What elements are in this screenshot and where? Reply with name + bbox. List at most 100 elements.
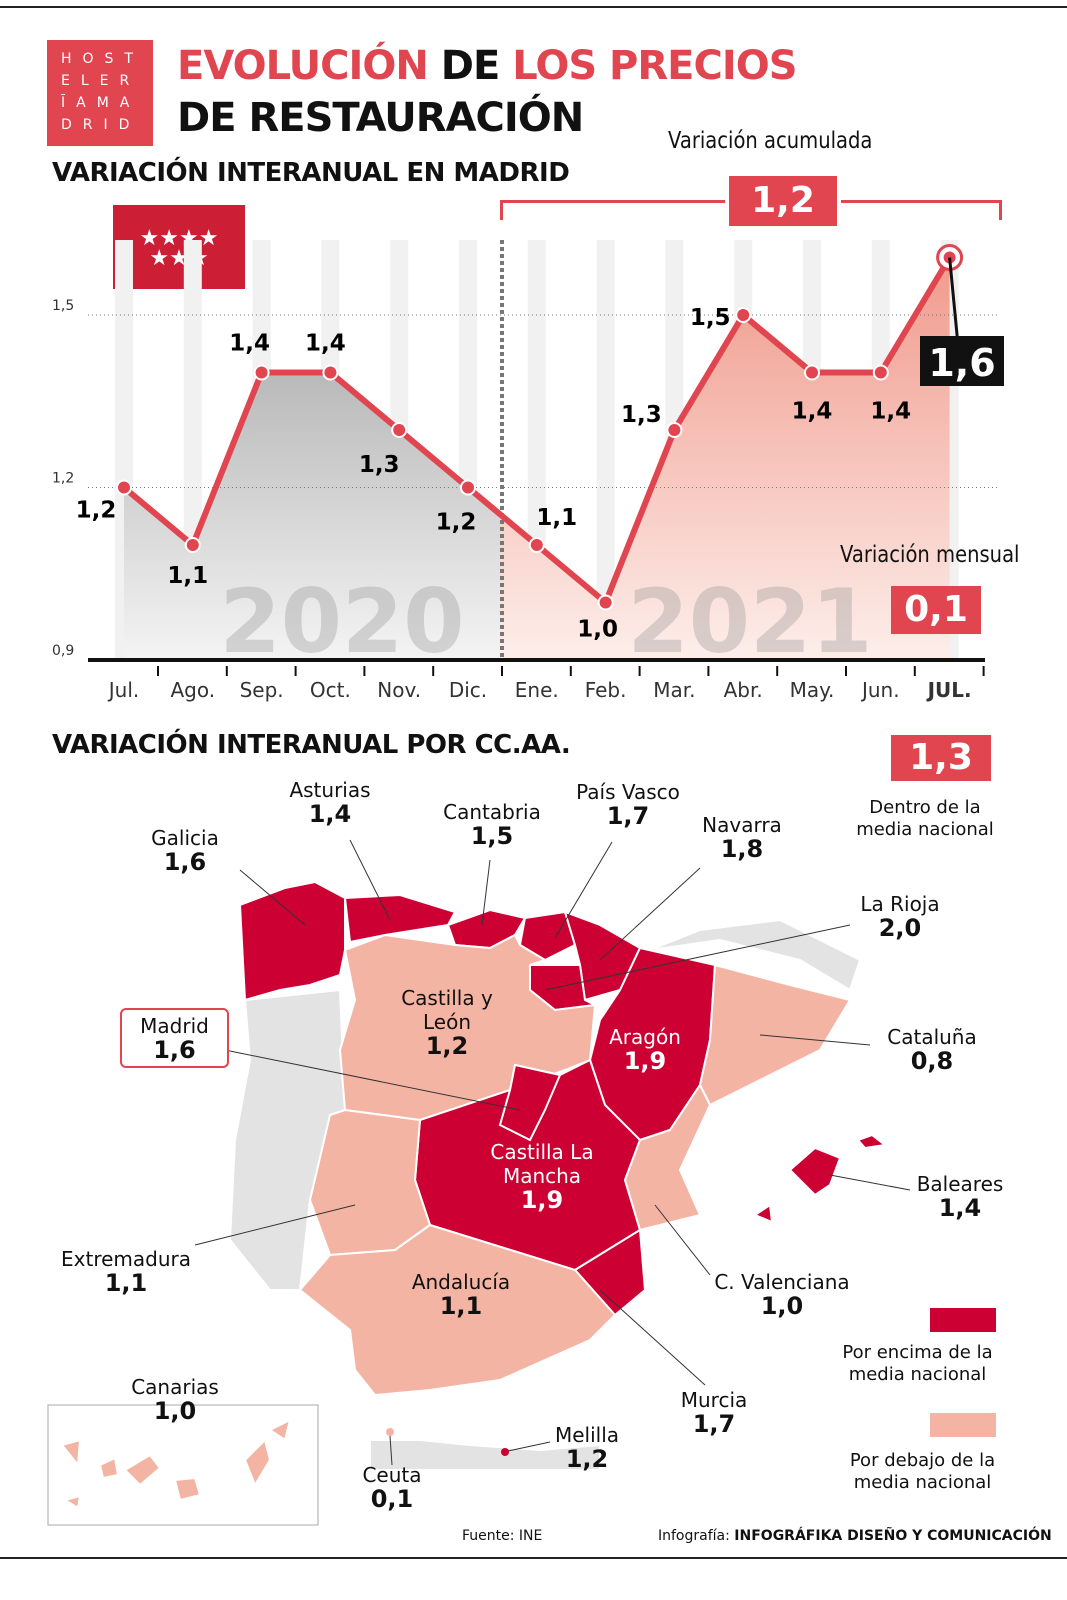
region-value: 0,8	[910, 1047, 954, 1075]
region-label: Baleares 1,4	[870, 1172, 1050, 1220]
leader-line	[224, 1049, 521, 1111]
leader-line	[194, 1204, 356, 1246]
leader-line	[507, 1441, 551, 1452]
data-label: 1,4	[305, 331, 346, 357]
data-label: 1,4	[792, 399, 833, 425]
region-value: 1,9	[520, 1186, 564, 1214]
data-label: 1,5	[690, 305, 731, 331]
data-point	[666, 422, 683, 438]
data-label: 1,0	[577, 617, 618, 643]
region-name: C. Valenciana	[714, 1270, 850, 1294]
region-canarias-island	[243, 1438, 272, 1488]
region-africa	[369, 1439, 601, 1471]
region-label: Madrid 1,6	[120, 1008, 229, 1068]
data-point	[872, 364, 889, 381]
leader-line	[759, 1034, 871, 1046]
data-label: 1,4	[229, 331, 270, 357]
region-extremadura	[308, 1108, 432, 1257]
x-tick-label: Abr.	[724, 678, 763, 702]
x-tick-label: Oct.	[310, 678, 351, 702]
title-part: DE	[440, 43, 501, 89]
region-valenciana	[623, 1083, 712, 1232]
legend-below-label: Por debajo de la media nacional	[849, 1450, 996, 1493]
title-part: EVOLUCIÓN	[177, 43, 429, 89]
data-point	[804, 364, 820, 381]
year-watermark: 2021	[628, 570, 873, 673]
national-value: 1,3	[891, 735, 991, 781]
x-tick-label: Ene.	[515, 678, 559, 702]
region-name: Andalucía	[411, 1270, 511, 1294]
region-ibiza	[752, 1203, 774, 1224]
data-point	[322, 364, 339, 381]
region-name: Galicia	[151, 826, 219, 850]
logo-line: ELER	[61, 73, 141, 89]
region-label: Andalucía 1,1	[371, 1270, 551, 1318]
y-tick-label: 0,9	[52, 643, 74, 659]
x-tick-label: Nov.	[377, 678, 421, 702]
region-label: Asturias 1,4	[240, 778, 420, 826]
leader-line	[239, 869, 306, 926]
page-title: EVOLUCIÓN DE LOS PRECIOS DE RESTAURACIÓN	[177, 40, 798, 144]
line-chart: 0,9 1,2 1,5 2020 2021 1,2 Jul. 1,1 Ago. 1,4 Sep. 1,…	[52, 240, 1004, 702]
region-name: Cantabria	[443, 800, 541, 824]
region-value: 1,6	[153, 1036, 196, 1064]
region-cataluna	[698, 963, 852, 1107]
region-name: Castilla La Mancha	[490, 1140, 594, 1188]
region-label: Castilla La Mancha 1,9	[477, 1140, 607, 1212]
region-canarias-island	[62, 1494, 82, 1510]
year-watermark: 2020	[220, 570, 465, 673]
data-label: 1,3	[621, 402, 662, 428]
leader-line	[389, 1435, 393, 1466]
region-canarias-island	[123, 1453, 162, 1487]
footer-credit: INFOGRÁFIKA DISEÑO Y COMUNICACIÓN	[734, 1528, 1052, 1544]
region-value: 0,1	[370, 1485, 414, 1513]
leader-line	[654, 1204, 711, 1276]
callout-box	[920, 336, 1004, 386]
top-rule	[0, 6, 1067, 8]
data-point	[597, 594, 614, 611]
region-label: Aragón 1,9	[555, 1025, 735, 1073]
footer-credit-prefix: Infografía:	[658, 1528, 730, 1544]
x-tick-label: Jun.	[860, 678, 900, 702]
region-value: 2,0	[878, 914, 922, 942]
data-label: 1,1	[536, 505, 577, 531]
region-name: Extremadura	[61, 1247, 191, 1271]
title-line2: DE RESTAURACIÓN	[177, 95, 584, 141]
region-label: Cantabria 1,5	[402, 800, 582, 848]
region-madrid	[498, 1063, 562, 1142]
legend-below-swatch	[930, 1413, 996, 1437]
area-2020	[124, 372, 500, 660]
region-canarias-island	[268, 1418, 292, 1442]
x-tick-label: Jul.	[107, 678, 140, 702]
region-value: 1,7	[606, 802, 650, 830]
mensual-label: Variación mensual	[840, 542, 1020, 568]
y-tick-label: 1,2	[52, 471, 74, 487]
x-tick-label: May.	[790, 678, 835, 702]
region-canarias-box	[47, 1404, 319, 1526]
section-title-madrid: VARIACIÓN INTERANUAL EN MADRID	[52, 158, 570, 188]
x-tick-label: Sep.	[240, 678, 284, 702]
region-melilla	[501, 1448, 509, 1456]
region-canarias-island	[60, 1438, 82, 1468]
region-name: Asturias	[289, 778, 371, 802]
region-name: Ceuta	[362, 1463, 422, 1487]
region-label: Ceuta 0,1	[302, 1463, 482, 1511]
leader-line	[829, 1174, 911, 1191]
logo-line: ĪAMA	[61, 95, 141, 111]
region-label: Castilla y León 1,2	[382, 986, 512, 1058]
data-point	[253, 364, 270, 381]
callout-line	[948, 257, 960, 346]
region-value: 1,6	[163, 848, 207, 876]
region-label: País Vasco 1,7	[538, 780, 718, 828]
region-value: 1,7	[692, 1410, 736, 1438]
region-name: Navarra	[702, 813, 782, 837]
region-name: Cataluña	[887, 1025, 977, 1049]
region-pais-vasco	[518, 910, 577, 962]
x-tick-label: Dic.	[449, 678, 487, 702]
grid-column	[596, 240, 615, 660]
leader-line	[599, 1289, 706, 1386]
region-value: 1,9	[623, 1047, 667, 1075]
region-name: Baleares	[916, 1172, 1004, 1196]
